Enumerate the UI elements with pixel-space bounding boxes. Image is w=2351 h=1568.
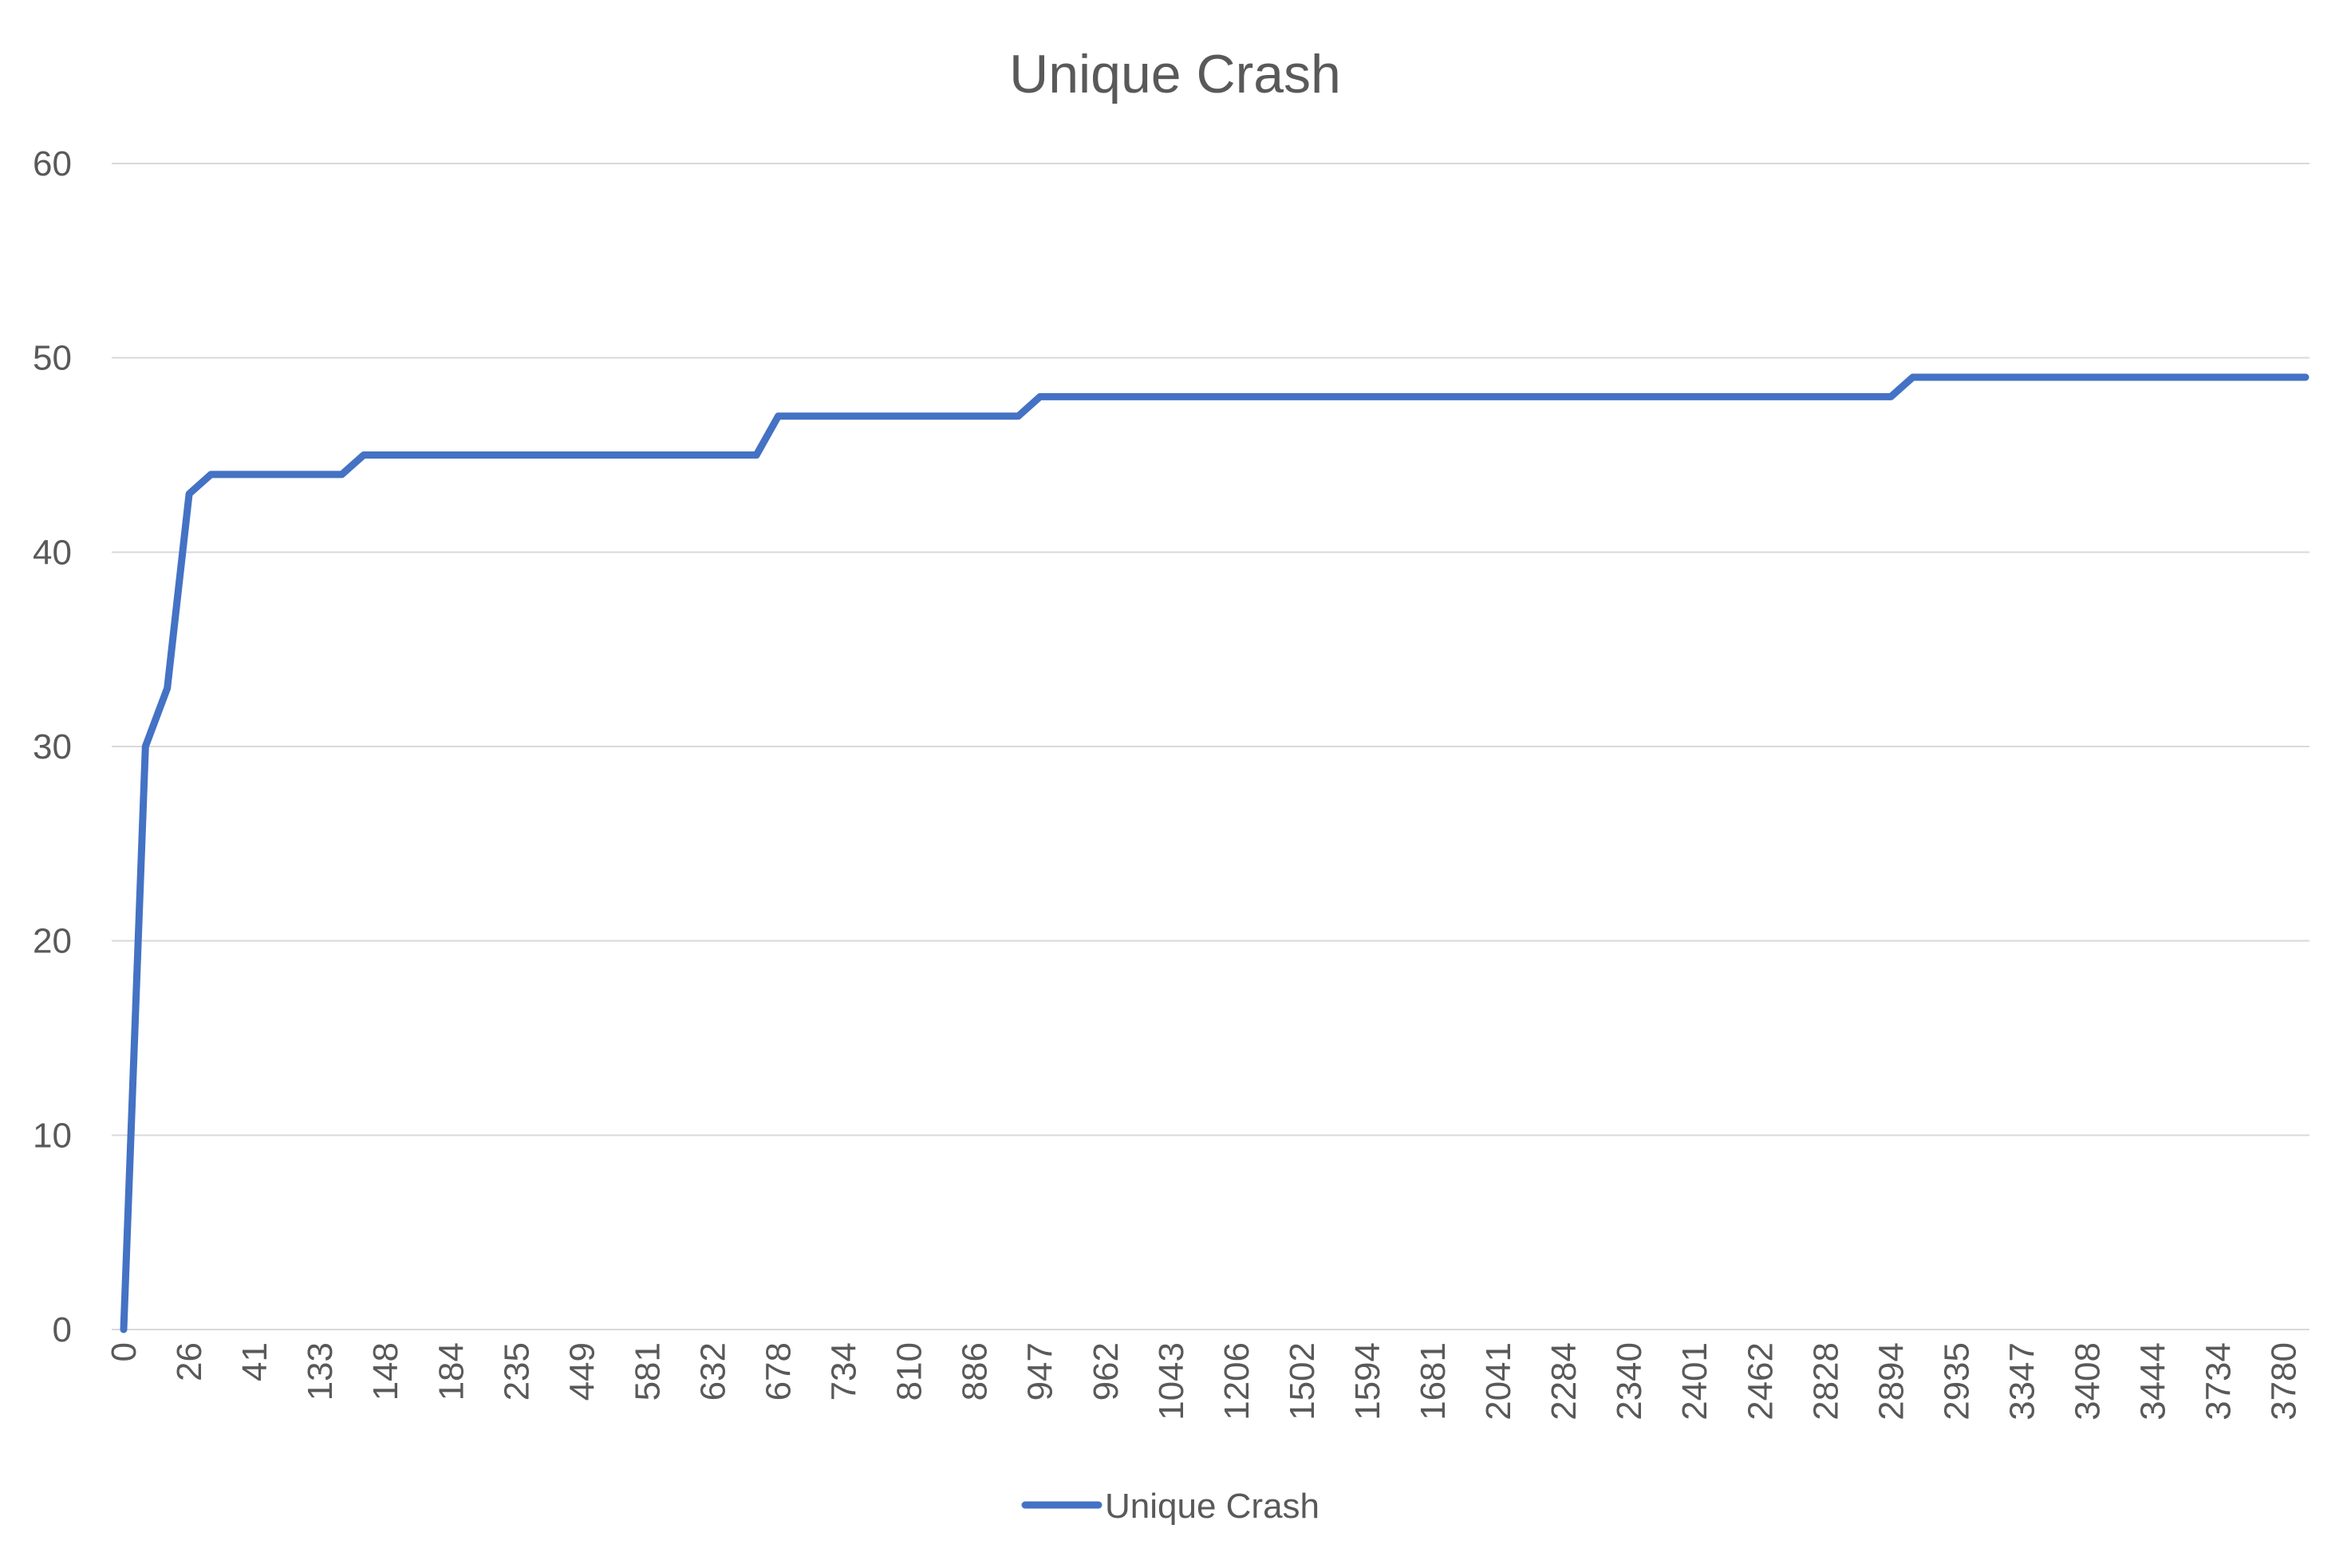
y-tick-label: 20 (33, 922, 72, 961)
chart-title: Unique Crash (1009, 44, 1341, 104)
x-tick-label: 3347 (2002, 1342, 2041, 1420)
x-tick-label: 1206 (1217, 1342, 1256, 1420)
y-axis-ticks: 0 10 20 30 40 50 60 (33, 144, 72, 1349)
x-tick-label: 449 (562, 1342, 602, 1401)
series-lines (120, 373, 2310, 1334)
x-tick-label: 133 (301, 1342, 340, 1401)
y-tick-label: 10 (33, 1116, 72, 1155)
x-axis-ticks: 0 26 41 133 148 184 235 449 581 632 678 734 810 886 94… (105, 1342, 2304, 1420)
x-tick-label: 26 (170, 1342, 209, 1381)
x-tick-label: 3734 (2199, 1342, 2239, 1420)
x-tick-label: 41 (235, 1342, 274, 1381)
x-tick-label: 678 (759, 1342, 799, 1401)
x-tick-label: 1502 (1283, 1342, 1322, 1420)
y-tick-label: 60 (33, 144, 72, 183)
series-line-unique-crash (120, 373, 2310, 1334)
y-tick-label: 0 (53, 1310, 72, 1349)
x-tick-label: 581 (628, 1342, 667, 1401)
x-tick-label: 148 (366, 1342, 405, 1401)
x-tick-label: 2828 (1806, 1342, 1845, 1420)
x-tick-label: 2894 (1872, 1342, 1911, 1420)
x-tick-label: 1043 (1152, 1342, 1191, 1420)
legend: Unique Crash (1021, 1487, 1319, 1526)
x-tick-label: 962 (1087, 1342, 1126, 1401)
x-tick-label: 184 (432, 1342, 471, 1401)
x-tick-label: 235 (497, 1342, 536, 1401)
x-tick-label: 1594 (1348, 1342, 1387, 1420)
gridlines (112, 163, 2310, 1330)
y-tick-label: 40 (33, 533, 72, 572)
x-tick-label: 2041 (1479, 1342, 1518, 1420)
x-tick-label: 2401 (1675, 1342, 1714, 1420)
y-tick-label: 30 (33, 727, 72, 766)
x-tick-label: 947 (1021, 1342, 1060, 1401)
legend-label: Unique Crash (1105, 1487, 1319, 1526)
x-tick-label: 886 (956, 1342, 995, 1401)
x-tick-label: 3780 (2265, 1342, 2304, 1420)
x-tick-label: 1681 (1414, 1342, 1453, 1420)
x-tick-label: 2284 (1544, 1342, 1584, 1420)
x-tick-label: 2462 (1741, 1342, 1780, 1420)
x-tick-label: 0 (105, 1342, 144, 1361)
y-tick-label: 50 (33, 339, 72, 378)
x-tick-label: 810 (890, 1342, 929, 1401)
x-tick-label: 2935 (1937, 1342, 1976, 1420)
x-tick-label: 3444 (2134, 1342, 2173, 1420)
x-tick-label: 2340 (1610, 1342, 1649, 1420)
x-tick-label: 3408 (2069, 1342, 2108, 1420)
x-tick-label: 734 (825, 1342, 864, 1401)
x-tick-label: 632 (693, 1342, 732, 1401)
